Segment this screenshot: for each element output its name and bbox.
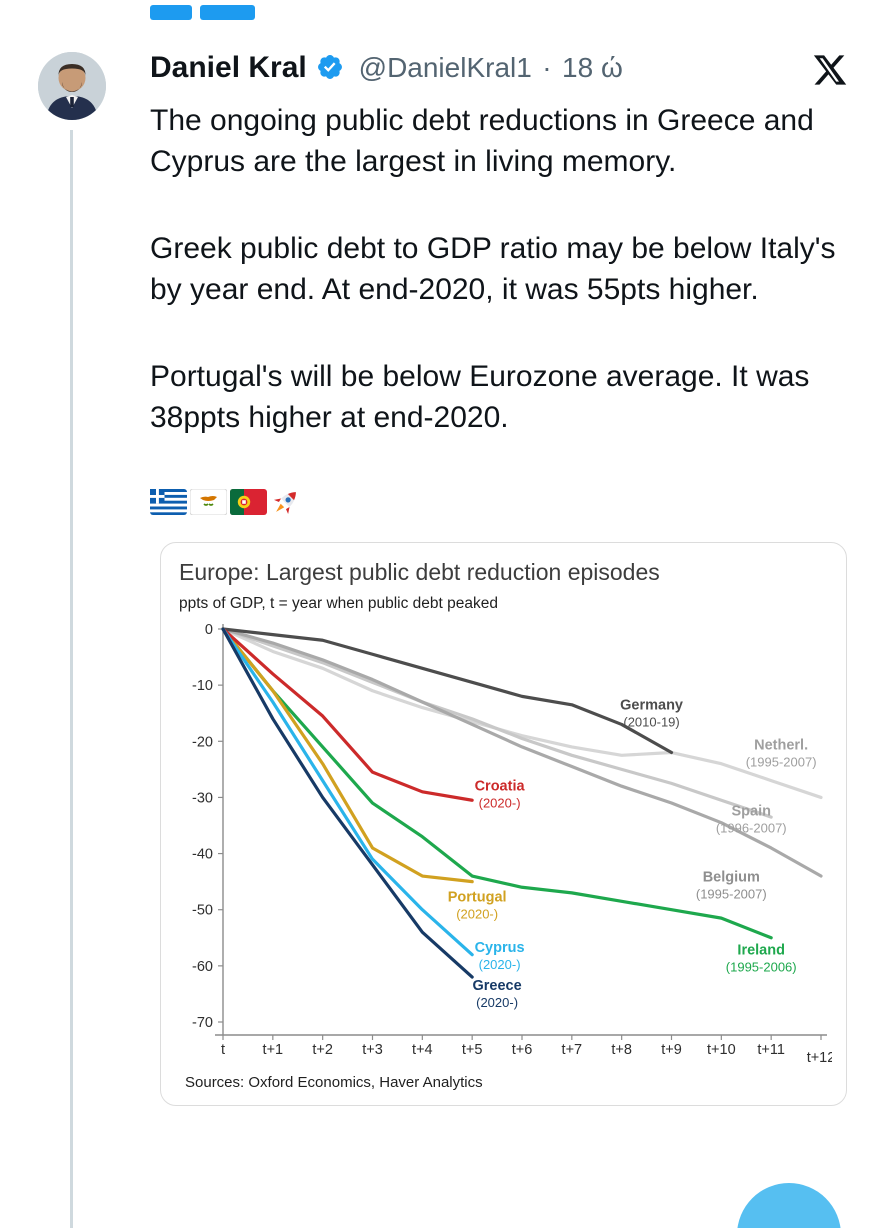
debt-reduction-chart: t t+1 t+2 t+3 t+4 t+5 t+6 t+7 t+8 t+9 t+10 t+11 t+12… (192, 622, 835, 1066)
x-tick-label: t+4 (412, 1042, 433, 1058)
x-tick-label: t+10 (707, 1042, 736, 1058)
line-germany (221, 627, 674, 755)
x-tick-label: t+6 (512, 1042, 533, 1058)
x-tick-label: t+9 (661, 1042, 682, 1058)
chart-axes: t t+1 t+2 t+3 t+4 t+5 t+6 t+7 t+8 t+9 t+10 t+11 t+12… (192, 622, 835, 1066)
tweet-text-paragraph: Greek public debt to GDP ratio may be be… (150, 232, 836, 306)
series-label-germany: Germany (620, 697, 683, 713)
tweet-text-paragraph: Portugal's will be below Eurozone averag… (150, 360, 810, 434)
chart-title: Europe: Largest public debt reduction ep… (179, 559, 660, 585)
y-tick-label: -10 (192, 678, 213, 694)
timestamp[interactable]: 18 ώ (562, 52, 623, 83)
y-tick-label: 0 (205, 622, 213, 638)
series-label-portugal: Portugal (448, 889, 507, 905)
y-tick-label: -50 (192, 903, 213, 919)
x-tick-label: t+3 (362, 1042, 383, 1058)
line-spain (221, 627, 773, 819)
x-tick-label: t (221, 1042, 225, 1058)
series-period-label: (2010-19) (623, 714, 679, 729)
x-tick-label: t+11 (757, 1042, 785, 1058)
x-tick-label: t+8 (611, 1042, 632, 1058)
series-label-spain: Spain (731, 803, 770, 819)
series-label-ireland: Ireland (737, 943, 785, 959)
user-handle[interactable]: @DanielKral1 (358, 52, 532, 83)
y-tick-label: -70 (192, 1015, 213, 1031)
series-period-label: (1995-2006) (726, 960, 797, 975)
avatar[interactable] (38, 52, 106, 120)
cyprus-flag-emoji (190, 489, 227, 515)
chart-sources: Sources: Oxford Economics, Haver Analyti… (185, 1074, 483, 1091)
series-period-label: (2020-) (479, 796, 521, 811)
greece-flag-emoji (150, 489, 187, 515)
verified-badge-icon (318, 55, 343, 79)
tweet-content: Daniel Kral @DanielKral1 · 18 ώ The ongo… (150, 46, 850, 1106)
series-period-label: (1995-2007) (746, 755, 817, 770)
tweet-body: The ongoing public debt reductions in Gr… (150, 100, 846, 520)
tweet-text-paragraph: The ongoing public debt reductions in Gr… (150, 104, 814, 178)
avatar-photo (38, 52, 106, 120)
x-tick-label: t+1 (263, 1042, 284, 1058)
chart-card: Europe: Largest public debt reduction ep… (160, 542, 847, 1106)
chart-subtitle: ppts of GDP, t = year when public debt p… (179, 595, 498, 612)
thread-line (70, 130, 73, 1228)
y-tick-label: -60 (192, 959, 213, 975)
series-period-label: (1996-2007) (716, 820, 787, 835)
tweet-header: Daniel Kral @DanielKral1 · 18 ώ (150, 46, 850, 90)
rocket-emoji (273, 492, 296, 515)
line-croatia (221, 627, 474, 802)
line-belgium (221, 627, 823, 878)
series-label-greece: Greece (472, 978, 521, 994)
separator-dot: · (542, 52, 552, 83)
top-blue-chip-2[interactable] (200, 5, 255, 20)
y-tick-label: -20 (192, 734, 213, 750)
x-tick-label: t+2 (312, 1042, 333, 1058)
line-cyprus (221, 627, 474, 957)
portugal-flag-emoji (230, 489, 267, 515)
series-period-label: (1995-2007) (696, 887, 767, 902)
line-ireland (221, 627, 773, 940)
flag-emojis-row (150, 484, 846, 520)
x-tick-label: t+7 (562, 1042, 583, 1058)
series-label-netherl: Netherl. (754, 738, 808, 754)
y-tick-label: -40 (192, 847, 213, 863)
series-label-croatia: Croatia (475, 779, 526, 795)
scroll-fab[interactable] (737, 1183, 841, 1228)
x-logo-icon[interactable] (812, 52, 848, 88)
top-blue-chip-1[interactable] (150, 5, 192, 20)
line-netherl (221, 627, 823, 800)
x-tick-label: t+12 (807, 1050, 832, 1066)
series-period-label: (2020-) (456, 906, 498, 921)
series-label-belgium: Belgium (703, 870, 760, 886)
series-period-label: (2020-) (479, 957, 521, 972)
display-name[interactable]: Daniel Kral (150, 51, 307, 84)
line-portugal (221, 627, 474, 884)
line-greece (221, 627, 474, 979)
y-tick-label: -30 (192, 790, 213, 806)
series-period-label: (2020-) (476, 995, 518, 1010)
series-label-cyprus: Cyprus (475, 940, 525, 956)
x-tick-label: t+5 (462, 1042, 483, 1058)
